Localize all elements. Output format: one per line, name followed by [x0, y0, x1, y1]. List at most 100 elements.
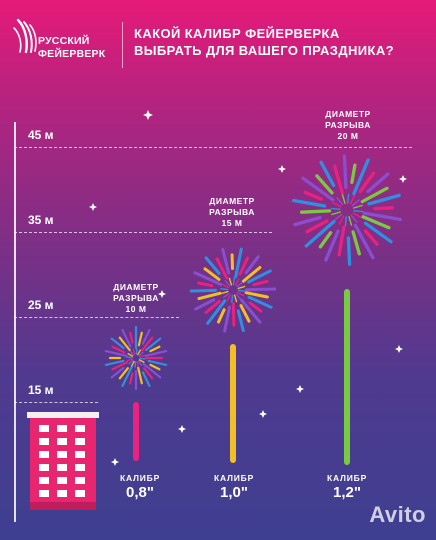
- burst-spark: [134, 361, 137, 368]
- burst-spark: [334, 213, 343, 221]
- burst-spark: [237, 291, 245, 297]
- diameter-word: ДИАМЕТР: [113, 282, 159, 292]
- burst-ray: [141, 336, 154, 352]
- burst-ray: [104, 350, 128, 357]
- burst-spark: [331, 211, 341, 216]
- burst-ray: [110, 337, 125, 350]
- burst-spark: [330, 207, 341, 211]
- caliber-value: 1,2": [333, 484, 361, 501]
- burst-spark: [349, 195, 356, 205]
- burst-ray: [303, 190, 323, 201]
- burst-ray: [245, 287, 277, 292]
- burst-spark: [136, 361, 140, 368]
- diameter-label-1.0: ДИАМЕТР РАЗРЫВА 15 М: [202, 196, 262, 229]
- burst-ray: [353, 223, 375, 260]
- caliber-0.8: КАЛИБР 0,8": [105, 473, 175, 501]
- burst-ray: [121, 329, 132, 348]
- burst-ray: [324, 229, 340, 262]
- rocket-trails: [133, 289, 350, 465]
- diameter-word: РАЗРЫВА: [113, 293, 159, 303]
- burst-ray: [110, 366, 125, 379]
- building-window: [39, 477, 49, 484]
- burst-spark: [220, 288, 229, 291]
- burst-ray: [203, 267, 221, 281]
- avito-watermark: Avito: [369, 502, 426, 527]
- burst-spark: [224, 279, 231, 287]
- burst-ray: [360, 186, 389, 204]
- burst-ray: [346, 236, 352, 266]
- burst-ray: [248, 301, 263, 313]
- burst-ray: [204, 299, 221, 314]
- burst-spark: [350, 214, 358, 223]
- burst-spark: [348, 215, 353, 226]
- title-line-2: ВЫБРАТЬ ДЛЯ ВАШЕГО ПРАЗДНИКА?: [134, 43, 395, 58]
- diameter-word: РАЗРЫВА: [209, 207, 255, 217]
- building-window: [57, 451, 67, 458]
- page-title: КАКОЙ КАЛИБР ФЕЙЕРВЕРКА ВЫБРАТЬ ДЛЯ ВАШЕ…: [134, 25, 434, 59]
- diameter-word: ДИАМЕТР: [209, 196, 255, 206]
- burst-ray: [358, 171, 376, 194]
- diameter-value: 10 М: [125, 304, 147, 314]
- burst-ray: [149, 363, 161, 371]
- burst-ray: [361, 215, 391, 230]
- burst-ray: [318, 231, 333, 249]
- burst-spark: [341, 194, 346, 205]
- height-axis: [14, 122, 16, 522]
- burst-spark: [237, 285, 246, 290]
- height-line-15: [14, 402, 98, 403]
- height-line-35: [14, 232, 272, 233]
- burst-ray: [129, 372, 134, 385]
- burst-ray: [204, 256, 221, 275]
- burst-ray: [305, 219, 329, 234]
- burst-ray: [137, 366, 143, 385]
- burst-spark: [231, 294, 234, 303]
- diameter-word: РАЗРЫВА: [325, 120, 371, 130]
- brand-logo-icon: [13, 18, 37, 54]
- burst-spark: [352, 212, 362, 219]
- building-window: [75, 490, 85, 497]
- burst-ray: [223, 305, 231, 333]
- burst-ray: [147, 359, 168, 366]
- burst-ray: [111, 361, 129, 371]
- burst-ray: [244, 291, 269, 299]
- burst-ray: [197, 281, 214, 288]
- burst-spark: [137, 360, 143, 366]
- building-window: [39, 425, 49, 432]
- burst-spark: [236, 281, 244, 288]
- burst-spark: [139, 357, 146, 360]
- burst-ray: [299, 209, 332, 214]
- burst-spark: [128, 359, 134, 365]
- building-window: [75, 451, 85, 458]
- burst-ray: [215, 257, 229, 280]
- diameter-label-1.2: ДИАМЕТР РАЗРЫВА 20 М: [318, 109, 378, 142]
- burst-spark: [138, 351, 144, 357]
- burst-ray: [231, 302, 236, 327]
- burst-spark: [139, 354, 146, 358]
- burst-ray: [291, 198, 327, 208]
- burst-ray: [352, 158, 370, 196]
- burst-spark: [137, 349, 142, 356]
- burst-ray: [149, 345, 161, 353]
- burst-ray: [236, 309, 245, 333]
- burst-ray: [367, 193, 401, 206]
- firework-burst: [291, 154, 403, 266]
- burst-spark: [353, 209, 364, 213]
- burst-spark: [233, 294, 238, 303]
- burst-spark: [138, 359, 145, 363]
- diameter-value: 20 М: [337, 131, 359, 141]
- building-window: [39, 438, 49, 445]
- burst-ray: [129, 331, 134, 344]
- height-line-45: [14, 147, 412, 148]
- building-window: [39, 490, 49, 497]
- burst-spark: [235, 293, 242, 301]
- height-label-15: 15 м: [28, 383, 54, 397]
- burst-spark: [221, 283, 229, 289]
- burst-ray: [241, 266, 262, 283]
- height-label-45: 45 м: [28, 128, 54, 142]
- burst-ray: [301, 176, 335, 202]
- building-window: [57, 477, 67, 484]
- burst-ray: [315, 174, 334, 195]
- caliber-value: 0,8": [126, 484, 154, 501]
